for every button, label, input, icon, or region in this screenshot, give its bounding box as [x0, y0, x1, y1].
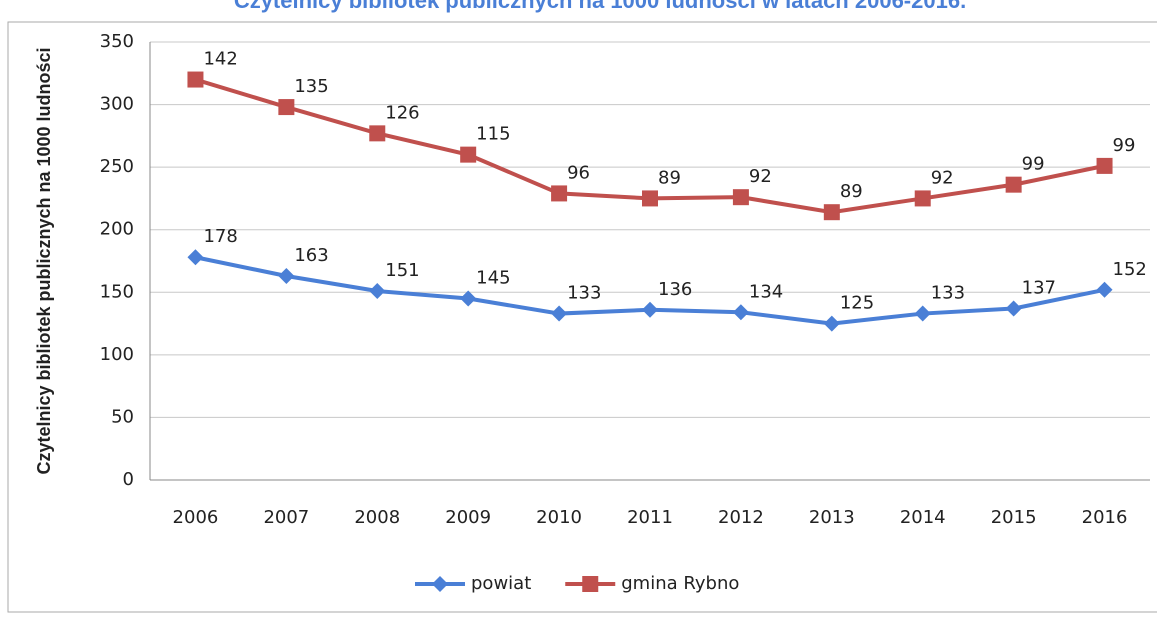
- marker: [369, 283, 386, 300]
- x-tick-label: 2014: [900, 507, 946, 528]
- x-tick-label: 2016: [1082, 507, 1128, 528]
- marker: [551, 305, 568, 322]
- marker: [582, 576, 599, 592]
- marker: [914, 190, 931, 207]
- x-tick-label: 2015: [991, 507, 1037, 528]
- marker: [642, 190, 658, 207]
- x-tick-label: 2010: [536, 507, 582, 528]
- data-label: 142: [203, 49, 237, 70]
- marker: [187, 249, 204, 266]
- chart-frame: [7, 21, 1157, 613]
- marker: [642, 301, 658, 318]
- data-label: 99: [1022, 154, 1045, 175]
- data-label: 96: [567, 162, 590, 183]
- y-tick-label: 100: [100, 344, 134, 365]
- x-tick-label: 2011: [627, 507, 673, 528]
- marker: [732, 189, 749, 206]
- data-label: 152: [1113, 259, 1147, 280]
- y-axis-label: Czytelnicy bibliotek publicznych na 1000…: [34, 47, 54, 474]
- marker: [823, 315, 840, 332]
- data-label: 92: [931, 167, 954, 188]
- legend-label: powiat: [471, 573, 531, 594]
- marker: [278, 268, 295, 285]
- data-label: 145: [476, 268, 510, 289]
- marker: [460, 290, 477, 307]
- marker: [1096, 157, 1113, 174]
- y-tick-label: 200: [100, 219, 134, 240]
- marker: [432, 576, 448, 592]
- chart-title: Czytelnicy bibliotek publicznych na 1000…: [234, 0, 966, 13]
- data-label: 89: [658, 167, 681, 188]
- marker: [187, 71, 204, 88]
- data-label: 178: [203, 226, 237, 247]
- marker: [914, 305, 931, 322]
- y-tick-label: 150: [100, 281, 134, 302]
- y-tick-label: 250: [100, 156, 134, 177]
- data-label: 137: [1022, 278, 1056, 299]
- marker: [1096, 281, 1113, 298]
- marker: [369, 125, 386, 142]
- data-label: 151: [385, 260, 419, 281]
- data-label: 134: [749, 281, 783, 302]
- x-tick-label: 2012: [718, 507, 764, 528]
- marker: [1005, 300, 1022, 317]
- y-tick-label: 0: [123, 469, 134, 490]
- y-tick-label: 300: [100, 94, 134, 115]
- x-tick-label: 2013: [809, 507, 855, 528]
- marker: [460, 146, 477, 163]
- x-tick-label: 2006: [173, 507, 219, 528]
- data-label: 115: [476, 124, 510, 145]
- data-label: 133: [567, 283, 601, 304]
- marker: [823, 204, 840, 221]
- y-tick-label: 350: [100, 31, 134, 52]
- data-label: 133: [931, 283, 965, 304]
- legend-label: gmina Rybno: [621, 573, 739, 594]
- data-label: 99: [1113, 135, 1136, 156]
- x-tick-label: 2008: [354, 507, 400, 528]
- x-tick-label: 2007: [263, 507, 309, 528]
- data-label: 163: [294, 245, 328, 266]
- x-tick-label: 2009: [445, 507, 491, 528]
- data-label: 92: [749, 166, 772, 187]
- marker: [551, 185, 568, 202]
- data-label: 125: [840, 293, 874, 314]
- data-label: 135: [294, 76, 328, 97]
- marker: [278, 99, 295, 116]
- data-label: 89: [840, 181, 863, 202]
- data-label: 136: [658, 279, 692, 300]
- y-tick-label: 50: [111, 406, 134, 427]
- data-label: 126: [385, 102, 419, 123]
- marker: [1005, 176, 1022, 193]
- marker: [732, 304, 749, 321]
